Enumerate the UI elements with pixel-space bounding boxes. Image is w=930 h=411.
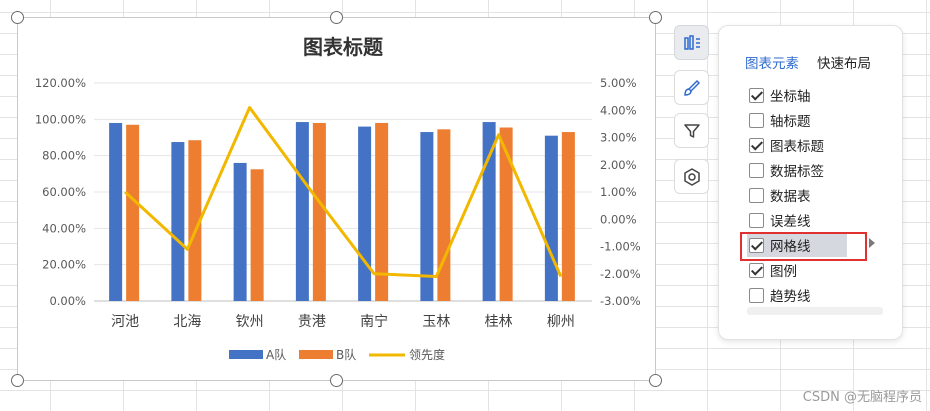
right-tick-label: 1.00% — [600, 185, 637, 199]
resize-handle-top[interactable] — [330, 11, 343, 24]
category-label: 贵港 — [298, 314, 326, 330]
annotation-red-box — [740, 232, 867, 261]
option-label: 坐标轴 — [770, 89, 811, 105]
bar-a — [109, 122, 123, 301]
checkbox-data-table[interactable] — [749, 187, 764, 203]
combo-chart: 图表标题 120.00% 100.00% 80.00% 60.00% 40.00% 20.0… — [35, 35, 641, 362]
category-label: 桂林 — [485, 314, 513, 330]
chart-style-button[interactable] — [674, 70, 709, 105]
chart-area[interactable]: 图表标题 120.00% 100.00% 80.00% 60.00% 40.00% 20.0… — [17, 17, 656, 381]
option-axis-titles[interactable]: 轴标题 — [749, 109, 849, 131]
right-tick-label: 4.00% — [600, 103, 637, 117]
checkbox-legend[interactable] — [749, 262, 764, 278]
resize-handle-top-right[interactable] — [649, 11, 662, 24]
resize-handle-bottom[interactable] — [330, 374, 343, 387]
bar-b — [499, 127, 513, 301]
tab-chart-elements[interactable]: 图表元素 — [745, 56, 799, 72]
option-legend[interactable]: 图例 — [749, 259, 849, 281]
legend-label: A队 — [266, 347, 286, 362]
checkbox-axes[interactable] — [749, 87, 764, 103]
bar-a — [420, 132, 434, 301]
left-tick-label: 60.00% — [42, 185, 86, 199]
left-tick-label: 100.00% — [35, 112, 86, 126]
legend-swatch — [299, 350, 333, 359]
option-label: 网格线 — [770, 239, 811, 255]
right-tick-label: 0.00% — [600, 212, 637, 226]
left-tick-label: 0.00% — [49, 294, 86, 308]
option-gridlines[interactable]: 网格线 — [749, 234, 849, 256]
option-label: 轴标题 — [770, 114, 811, 130]
checkbox-chart-title[interactable] — [749, 137, 764, 153]
bar-b — [375, 122, 389, 301]
checkbox-trendline[interactable] — [749, 287, 764, 303]
option-error-bars[interactable]: 误差线 — [749, 209, 849, 231]
panel-scrollbar[interactable] — [747, 307, 883, 315]
bar-a — [171, 142, 185, 301]
category-label: 玉林 — [422, 314, 450, 330]
bar-b — [126, 124, 140, 302]
right-tick-label: 5.00% — [600, 76, 637, 90]
left-tick-label: 120.00% — [35, 76, 86, 90]
option-chart-title[interactable]: 图表标题 — [749, 134, 849, 156]
legend-swatch — [229, 350, 263, 359]
bar-b — [561, 132, 575, 301]
chart-elements-button[interactable] — [674, 25, 709, 60]
bar-b — [312, 122, 326, 301]
bar-b — [437, 129, 451, 301]
option-label: 图表标题 — [770, 139, 824, 155]
watermark: CSDN @无脑程序员 — [802, 390, 922, 405]
option-data-table[interactable]: 数据表 — [749, 184, 849, 206]
category-label: 北海 — [173, 314, 201, 330]
bar-b — [250, 169, 264, 301]
filter-icon — [683, 123, 700, 138]
bar-a — [544, 135, 558, 301]
option-label: 误差线 — [770, 214, 811, 230]
chart-settings-button[interactable] — [674, 159, 709, 194]
line-series-lead — [124, 106, 563, 278]
left-tick-label: 40.00% — [42, 221, 86, 235]
bar-a — [295, 122, 309, 301]
submenu-arrow-icon[interactable] — [869, 238, 875, 248]
bar-a — [358, 126, 372, 301]
checkbox-data-labels[interactable] — [749, 162, 764, 178]
category-label: 柳州 — [547, 313, 575, 330]
chart-elements-panel: 图表元素 快速布局 坐标轴轴标题图表标题数据标签数据表误差线网格线图例趋势线 — [718, 25, 903, 340]
category-label: 河池 — [111, 314, 139, 330]
right-tick-label: 3.00% — [600, 131, 637, 145]
left-tick-label: 20.00% — [42, 258, 86, 272]
checkbox-error-bars[interactable] — [749, 212, 764, 228]
option-axes[interactable]: 坐标轴 — [749, 84, 849, 106]
option-label: 趋势线 — [770, 289, 811, 305]
chart-title: 图表标题 — [303, 35, 384, 59]
option-trendline[interactable]: 趋势线 — [749, 284, 849, 306]
option-data-labels[interactable]: 数据标签 — [749, 159, 849, 181]
legend-label: 领先度 — [409, 347, 445, 362]
checkbox-gridlines[interactable] — [749, 237, 764, 253]
settings-icon — [683, 167, 700, 186]
resize-handle-bottom-right[interactable] — [649, 374, 662, 387]
tab-quick-layout[interactable]: 快速布局 — [817, 56, 871, 72]
category-label: 钦州 — [236, 314, 264, 330]
right-tick-label: -1.00% — [600, 240, 641, 254]
option-label: 数据表 — [770, 189, 811, 205]
left-tick-label: 80.00% — [42, 149, 86, 163]
bar-b — [188, 140, 202, 301]
right-tick-label: -3.00% — [600, 294, 641, 308]
category-label: 南宁 — [360, 313, 388, 330]
checkbox-axis-titles[interactable] — [749, 112, 764, 128]
bar-a — [233, 162, 247, 301]
option-label: 数据标签 — [770, 164, 824, 180]
right-tick-label: 2.00% — [600, 158, 637, 172]
chart-filter-button[interactable] — [674, 113, 709, 148]
chart-elements-icon — [683, 34, 700, 50]
option-label: 图例 — [770, 264, 797, 280]
legend-label: B队 — [336, 347, 356, 362]
resize-handle-top-left[interactable] — [11, 11, 24, 24]
resize-handle-bottom-left[interactable] — [11, 374, 24, 387]
right-tick-label: -2.00% — [600, 267, 641, 281]
brush-icon — [683, 79, 700, 96]
